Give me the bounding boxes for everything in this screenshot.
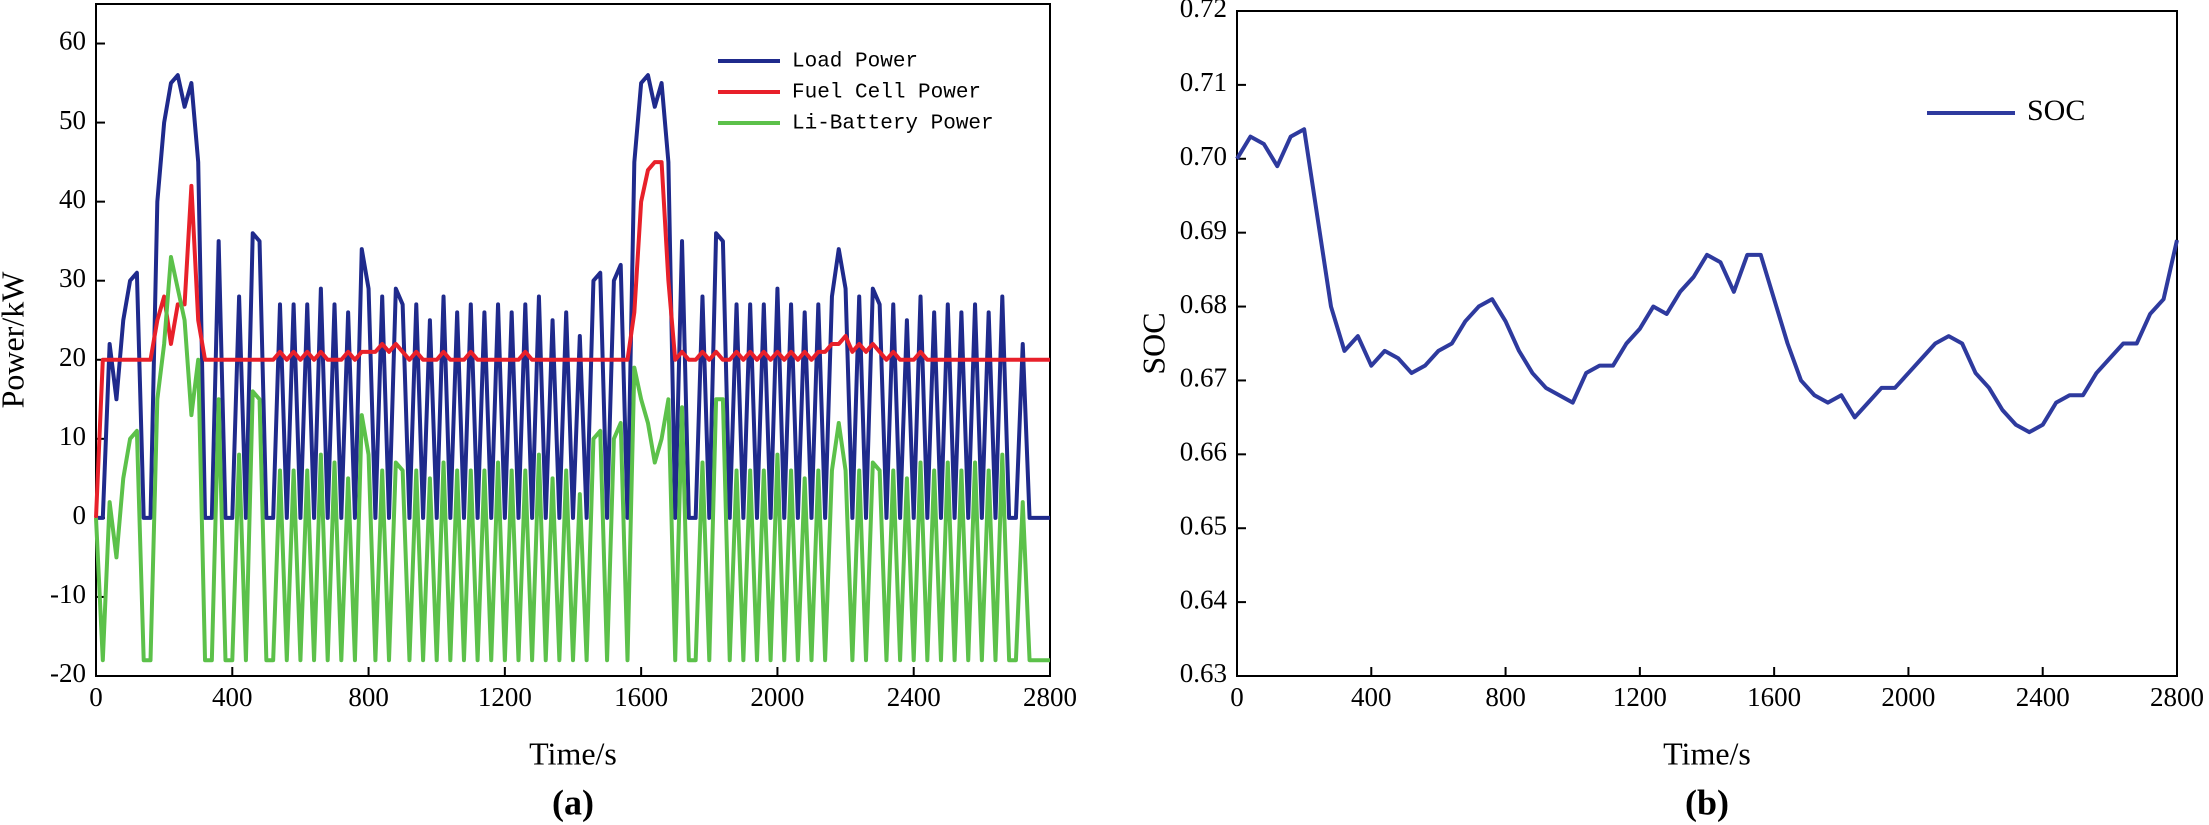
y-tick-label: 40 — [59, 184, 86, 214]
x-tick-label: 2000 — [1881, 682, 1935, 712]
y-tick-label: 0.69 — [1180, 215, 1227, 245]
x-tick-label: 400 — [212, 682, 253, 712]
y-tick-label: 0.68 — [1180, 289, 1227, 319]
x-tick-label: 1200 — [478, 682, 532, 712]
y-tick-label: 30 — [59, 263, 86, 293]
y-tick-label: 0.65 — [1180, 510, 1227, 540]
data-line — [94, 254, 1050, 663]
plot-frame — [95, 3, 1051, 677]
y-tick-label: 0.66 — [1180, 437, 1227, 467]
y-tick-label: 0 — [73, 500, 87, 530]
legend-label: Li-Battery Power — [792, 113, 994, 136]
data-line — [1235, 127, 2179, 435]
legend-label: Fuel Cell Power — [792, 82, 981, 105]
x-tick-label: 800 — [348, 682, 389, 712]
y-axis-label: SOC — [1135, 312, 1171, 374]
plot-frame — [1236, 10, 2178, 677]
x-tick-label: 0 — [1230, 682, 1244, 712]
x-tick-label: 1600 — [1747, 682, 1801, 712]
y-axis-label: Power/kW — [0, 271, 30, 409]
y-tick-label: 0.71 — [1180, 67, 1227, 97]
x-tick-label: 800 — [1485, 682, 1526, 712]
y-tick-label: 20 — [59, 342, 86, 372]
y-tick-label: 0.70 — [1180, 141, 1227, 171]
x-tick-label: 2800 — [1023, 682, 1077, 712]
x-tick-label: 2000 — [750, 682, 804, 712]
x-tick-label: 0 — [89, 682, 103, 712]
y-tick-label: -10 — [50, 579, 86, 609]
x-tick-label: 1600 — [614, 682, 668, 712]
x-tick-label: 2800 — [2150, 682, 2204, 712]
x-tick-label: 2400 — [2016, 682, 2070, 712]
y-tick-label: 0.67 — [1180, 363, 1227, 393]
y-tick-label: 50 — [59, 105, 86, 135]
x-axis-label: Time/s — [529, 735, 617, 771]
x-axis-label: Time/s — [1663, 735, 1751, 771]
legend-label: SOC — [2027, 94, 2085, 127]
data-line — [96, 73, 1050, 520]
x-tick-label: 2400 — [887, 682, 941, 712]
y-tick-label: 60 — [59, 26, 86, 56]
x-tick-label: 1200 — [1613, 682, 1667, 712]
y-tick-label: 0.64 — [1180, 584, 1228, 614]
data-line — [94, 160, 1050, 518]
x-tick-label: 400 — [1351, 682, 1392, 712]
panel-label: (b) — [1685, 782, 1729, 822]
y-tick-label: 10 — [59, 421, 86, 451]
y-tick-label: 0.72 — [1180, 0, 1227, 23]
legend-label: Load Power — [792, 51, 918, 74]
y-tick-label: 0.63 — [1180, 658, 1227, 688]
y-tick-label: -20 — [50, 658, 86, 688]
panel-label: (a) — [552, 782, 594, 822]
